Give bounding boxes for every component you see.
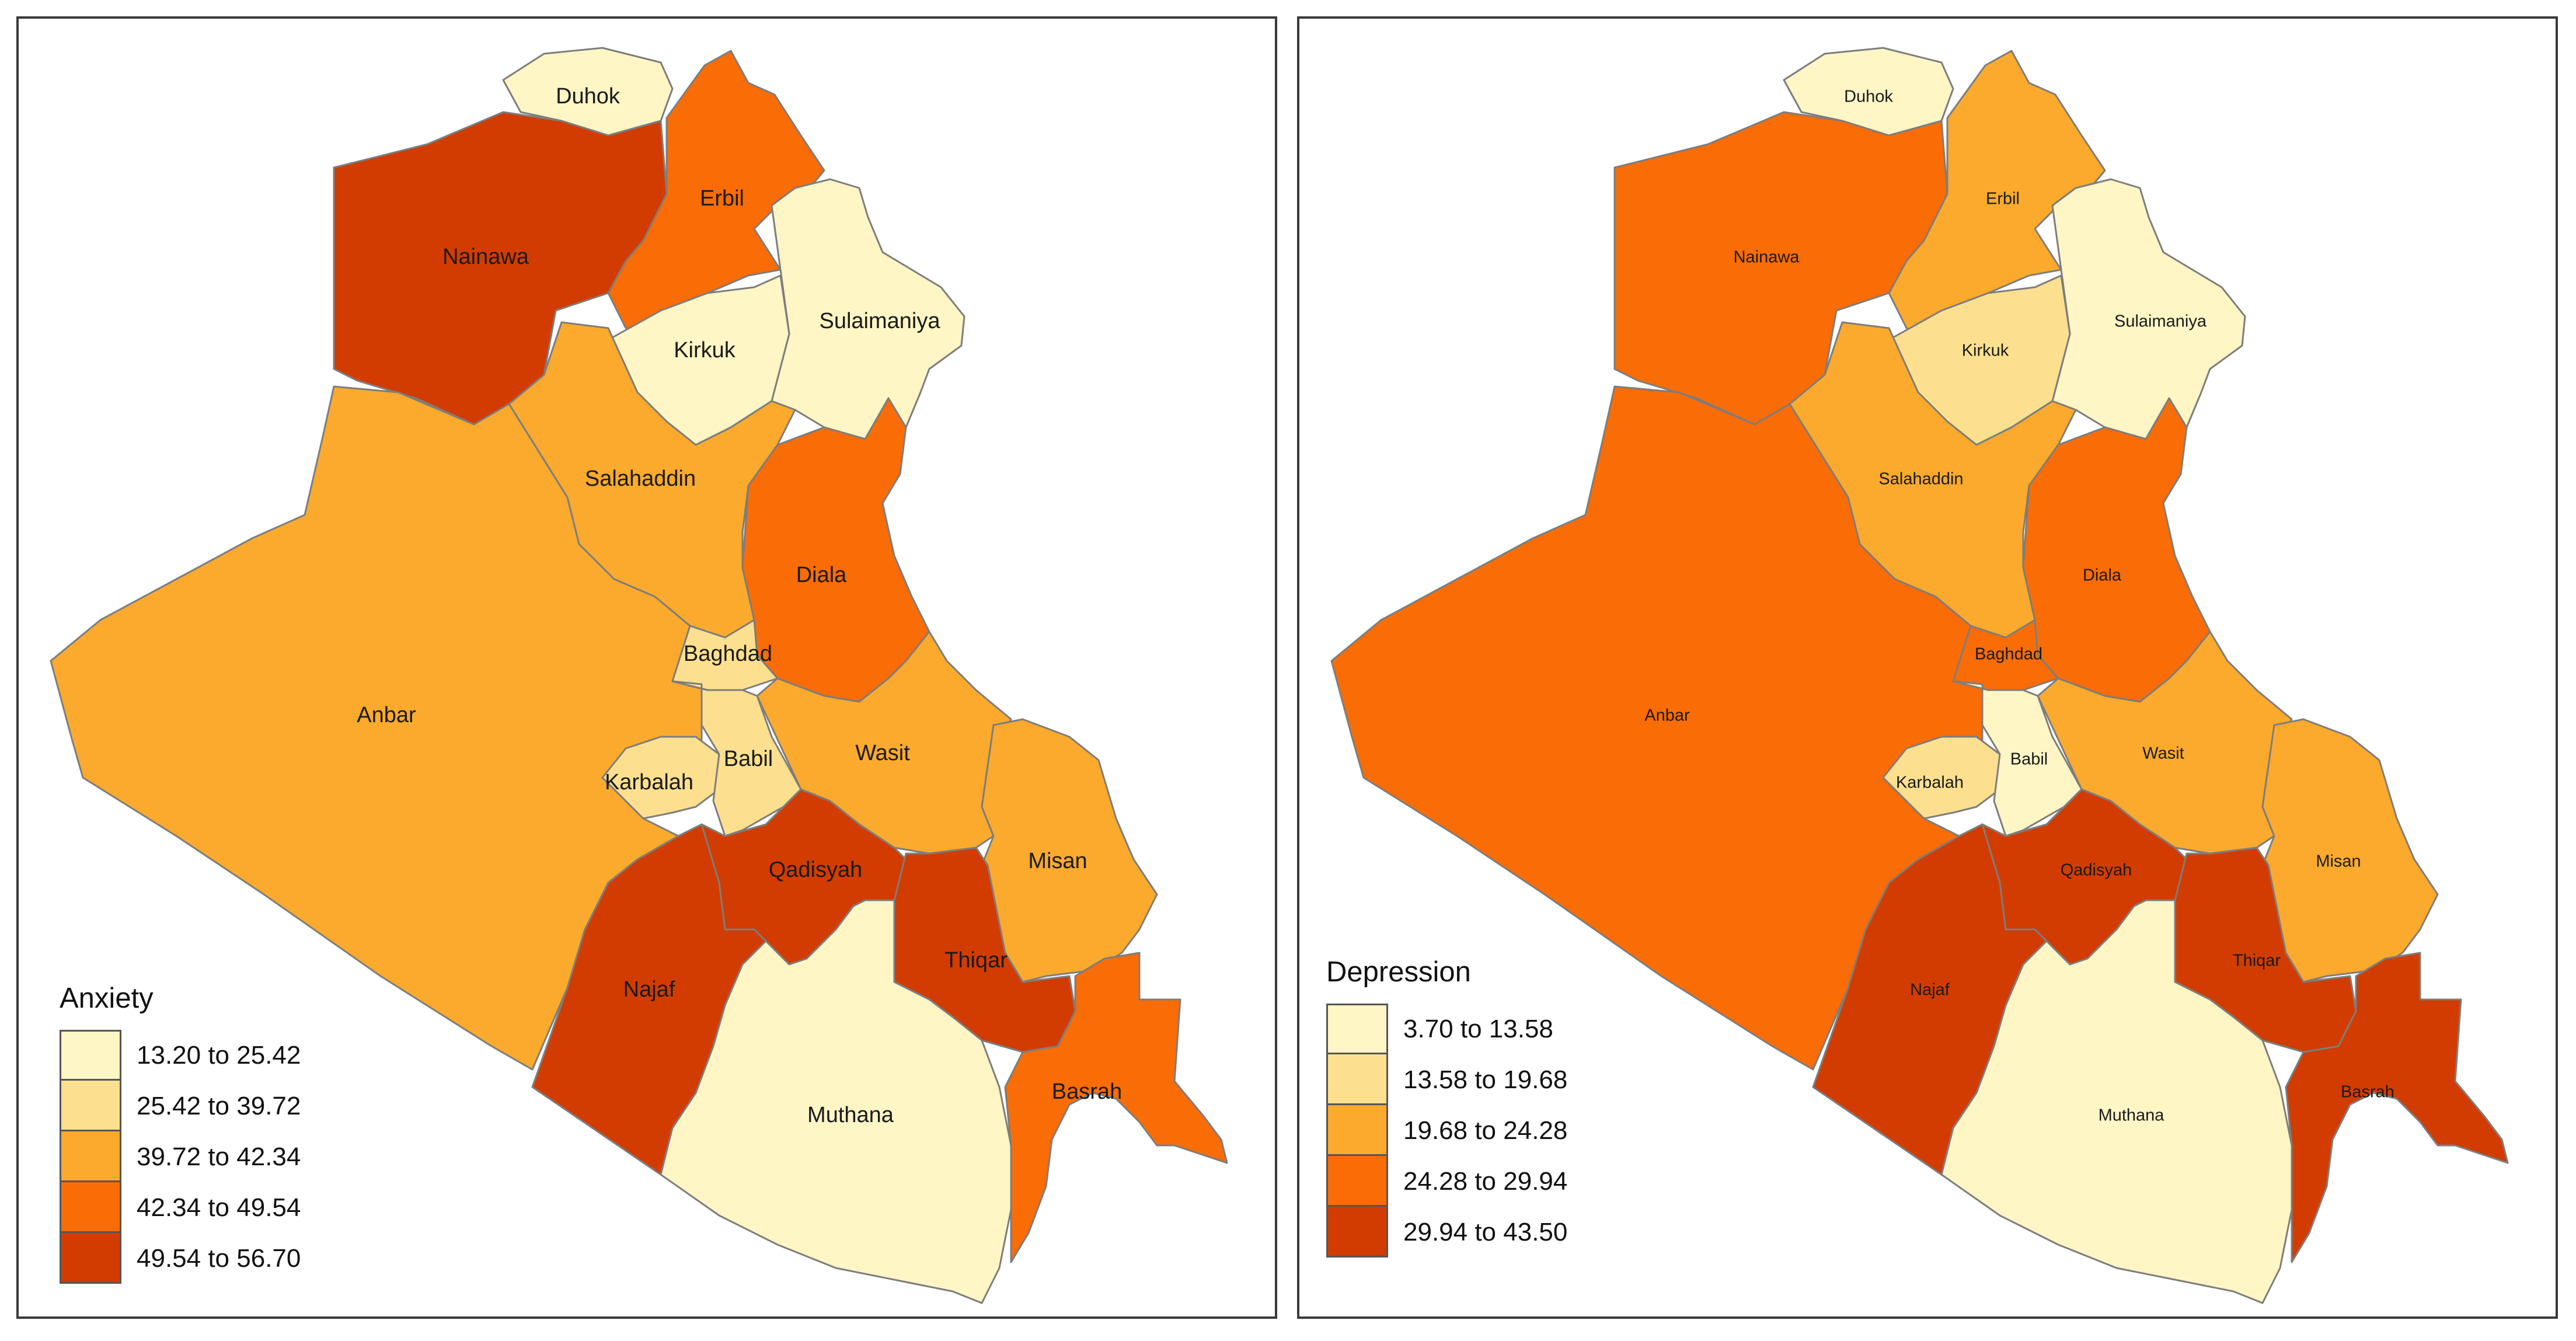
legend-item: 24.28 to 29.94: [1326, 1156, 1567, 1207]
region-label-karbalah: Karbalah: [605, 770, 693, 795]
region-muthana: [660, 899, 1012, 1304]
region-babil: [1952, 680, 2083, 837]
legend-swatch: [60, 1030, 121, 1081]
region-label-thiqar: Thiqar: [944, 948, 1008, 973]
anxiety-map-panel: Duhok Erbil Nainawa Sulaimaniya Kirkuk Salaha…: [16, 16, 1277, 1319]
region-label-muthana: Muthana: [807, 1103, 894, 1127]
legend-swatch: [60, 1233, 121, 1284]
region-label-diala: Diala: [796, 563, 847, 587]
legend-range-label: 49.54 to 56.70: [137, 1244, 301, 1273]
region-label-kirkuk: Kirkuk: [674, 338, 736, 363]
region-basrah: [2285, 952, 2509, 1263]
legend-swatch: [1326, 1054, 1388, 1105]
legend-swatch: [1326, 1004, 1388, 1054]
region-label-anbar: Anbar: [357, 703, 416, 727]
region-label-karbalah: Karbalah: [1896, 774, 1964, 792]
legend-title: Depression: [1326, 956, 1471, 988]
region-label-misan: Misan: [2316, 852, 2361, 871]
legend-range-label: 29.94 to 43.50: [1403, 1217, 1568, 1246]
legend-title: Anxiety: [60, 983, 154, 1014]
region-label-basrah: Basrah: [2341, 1083, 2394, 1102]
region-shapes: [50, 47, 1228, 1304]
legend-item: 39.72 to 42.34: [60, 1131, 301, 1182]
legend-range-label: 39.72 to 42.34: [137, 1142, 301, 1171]
legend-swatch: [1326, 1207, 1388, 1258]
depression-legend: Depression 3.70 to 13.58 13.58 to 19.68 …: [1326, 956, 1567, 1258]
region-label-babil: Babil: [724, 747, 773, 771]
legend-swatch: [60, 1081, 121, 1131]
region-sulaimaniya: [2051, 178, 2246, 452]
legend-item: 49.54 to 56.70: [60, 1233, 301, 1284]
region-basrah: [1004, 952, 1228, 1263]
region-label-basrah: Basrah: [1052, 1079, 1122, 1104]
anxiety-legend: Anxiety 13.20 to 25.42 25.42 to 39.72 39…: [60, 982, 301, 1284]
region-duhok: [1783, 47, 1954, 137]
legend-range-label: 13.58 to 19.68: [1403, 1065, 1568, 1094]
region-babil: [671, 680, 802, 837]
region-label-baghdad: Baghdad: [1975, 645, 2042, 664]
region-label-nainawa: Nainawa: [442, 245, 529, 269]
legend-item: 13.20 to 25.42: [60, 1030, 301, 1081]
region-shapes: [1330, 47, 2509, 1304]
region-label-salahaddin: Salahaddin: [1878, 470, 1963, 489]
region-label-erbil: Erbil: [700, 186, 744, 211]
legend-item: 3.70 to 13.58: [1326, 1004, 1567, 1054]
legend-swatch: [1326, 1105, 1388, 1156]
legend-swatch: [60, 1182, 121, 1233]
region-label-diala: Diala: [2083, 566, 2122, 585]
region-duhok: [502, 47, 674, 137]
anxiety-map: Duhok Erbil Nainawa Sulaimaniya Kirkuk Salaha…: [50, 47, 1228, 1304]
region-label-erbil: Erbil: [1986, 190, 2020, 208]
region-label-wasit: Wasit: [855, 741, 910, 765]
region-sulaimaniya: [771, 178, 965, 452]
legend-range-label: 42.34 to 49.54: [137, 1193, 301, 1222]
region-label-qadisyah: Qadisyah: [2061, 861, 2132, 880]
region-label-babil: Babil: [2010, 750, 2048, 769]
legend-item: 25.42 to 39.72: [60, 1081, 301, 1131]
region-label-wasit: Wasit: [2142, 744, 2184, 763]
legend-range-label: 3.70 to 13.58: [1403, 1014, 1553, 1043]
region-label-baghdad: Baghdad: [684, 642, 772, 666]
region-label-muthana: Muthana: [2099, 1106, 2165, 1125]
legend-item: 42.34 to 49.54: [60, 1182, 301, 1233]
depression-map-panel: Duhok Erbil Nainawa Sulaimaniya Kirkuk Salaha…: [1297, 16, 2558, 1319]
region-label-kirkuk: Kirkuk: [1962, 342, 2009, 360]
region-label-salahaddin: Salahaddin: [585, 466, 696, 491]
region-label-nainawa: Nainawa: [1734, 248, 1800, 267]
legend-item: 19.68 to 24.28: [1326, 1105, 1567, 1156]
legend-range-label: 25.42 to 39.72: [137, 1091, 301, 1120]
legend-swatch: [60, 1131, 121, 1182]
region-label-thiqar: Thiqar: [2233, 952, 2281, 970]
region-muthana: [1940, 899, 2293, 1304]
region-label-duhok: Duhok: [1844, 88, 1893, 106]
legend-item: 13.58 to 19.68: [1326, 1054, 1567, 1105]
region-label-najaf: Najaf: [623, 977, 675, 1002]
legend-range-label: 13.20 to 25.42: [137, 1040, 301, 1070]
region-label-sulaimaniya: Sulaimaniya: [820, 309, 941, 333]
depression-map: Duhok Erbil Nainawa Sulaimaniya Kirkuk Salaha…: [1330, 47, 2509, 1304]
region-label-sulaimaniya: Sulaimaniya: [2114, 312, 2207, 331]
region-labels: Duhok Erbil Nainawa Sulaimaniya Kirkuk Salaha…: [357, 84, 1122, 1127]
legend-range-label: 24.28 to 29.94: [1403, 1166, 1568, 1196]
region-label-najaf: Najaf: [1910, 981, 1950, 999]
legend-range-label: 19.68 to 24.28: [1403, 1116, 1568, 1145]
region-labels: Duhok Erbil Nainawa Sulaimaniya Kirkuk Salaha…: [1644, 88, 2394, 1125]
region-label-duhok: Duhok: [556, 84, 621, 109]
region-label-misan: Misan: [1028, 849, 1087, 873]
region-label-anbar: Anbar: [1644, 706, 1690, 725]
legend-swatch: [1326, 1156, 1388, 1207]
legend-item: 29.94 to 43.50: [1326, 1207, 1567, 1258]
region-label-qadisyah: Qadisyah: [769, 858, 863, 882]
